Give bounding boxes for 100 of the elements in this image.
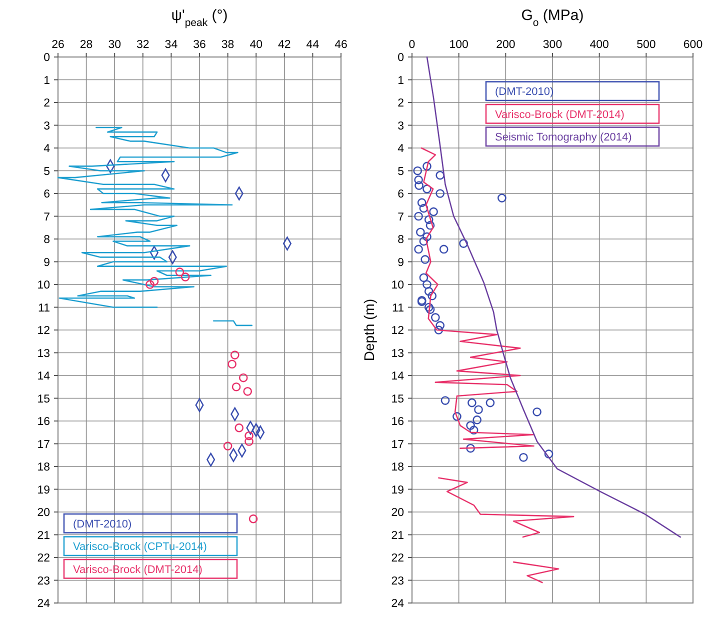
- point: [472, 415, 482, 424]
- point: [532, 407, 542, 416]
- y-tick-label: 18: [391, 462, 404, 474]
- y-tick-label: 10: [391, 280, 404, 292]
- y-tick-label: 15: [391, 393, 404, 406]
- y-tick-label: 0: [44, 52, 50, 64]
- text: Varisco-Brock (CPTu-2014): [73, 541, 207, 554]
- x-tick-label: 42: [278, 39, 291, 51]
- point: [459, 239, 468, 248]
- point: [243, 386, 252, 396]
- y-tick-label: 20: [391, 507, 404, 519]
- y-tick-label: 12: [391, 325, 404, 337]
- point: [426, 220, 435, 230]
- y-tick-label: 4: [44, 143, 51, 155]
- y-tick-label: 3: [44, 120, 50, 132]
- y-tick-label: 2: [44, 98, 50, 110]
- y-tick-label: 12: [37, 325, 50, 337]
- point: [223, 442, 232, 450]
- y-tick-label: 19: [391, 484, 404, 496]
- x-tick-label: 400: [590, 39, 609, 51]
- y-tick-label: 1: [44, 74, 50, 87]
- point: [234, 423, 244, 432]
- x-tick-label: 600: [683, 39, 703, 51]
- y-tick-label: 0: [398, 52, 404, 64]
- point: [474, 405, 483, 414]
- y-tick-label: 5: [398, 166, 404, 178]
- point: [424, 302, 434, 312]
- y-tick-label: 11: [392, 302, 404, 314]
- y-tick-label: 1: [398, 74, 404, 87]
- y-tick-label: 21: [391, 530, 404, 542]
- x-tick-label: 36: [193, 39, 206, 51]
- point: [422, 232, 432, 242]
- y-tick-label: 9: [44, 256, 50, 269]
- y-tick-label: 14: [391, 370, 405, 382]
- line-series: [426, 56, 682, 538]
- point: [175, 268, 184, 276]
- point: [244, 431, 254, 440]
- x-tick-label: 0: [408, 39, 416, 51]
- y-tick-label: 16: [37, 416, 50, 428]
- point: [228, 360, 236, 369]
- point: [440, 396, 450, 405]
- point: [150, 276, 159, 286]
- point: [422, 184, 432, 194]
- point: [544, 450, 554, 458]
- point: [416, 228, 425, 237]
- x-tick-label: 28: [80, 39, 93, 51]
- point: [424, 286, 434, 296]
- point: [452, 412, 462, 421]
- point: [413, 166, 422, 176]
- y-tick-label: 5: [44, 166, 50, 178]
- y-tick-label: 22: [37, 552, 50, 564]
- y-tick-label: 20: [37, 507, 50, 519]
- y-tick-label: 8: [398, 234, 404, 246]
- point: [232, 382, 241, 392]
- y-tick-label: 24: [37, 598, 51, 610]
- y-tick-label: 23: [391, 575, 404, 588]
- point: [419, 273, 428, 282]
- y-axis-title: Depth (m): [361, 298, 377, 362]
- y-tick-label: 23: [37, 575, 50, 588]
- point: [422, 280, 432, 289]
- point: [486, 398, 495, 408]
- point: [414, 244, 423, 254]
- x-axis-title: ψ'$_{peak}$ (°): [171, 7, 228, 29]
- point: [414, 175, 423, 184]
- y-tick-label: 19: [37, 484, 50, 496]
- point: [419, 204, 428, 213]
- y-tick-label: 15: [37, 393, 50, 406]
- x-tick-label: 46: [334, 39, 348, 51]
- y-tick-label: 6: [44, 188, 50, 200]
- x-tick-label: 500: [636, 39, 656, 51]
- point: [428, 291, 437, 300]
- y-tick-label: 9: [398, 256, 404, 269]
- x-tick-label: 32: [136, 39, 150, 51]
- y-tick-label: 7: [398, 211, 404, 224]
- x-tick-label: 200: [496, 39, 516, 51]
- point: [238, 373, 248, 382]
- point: [248, 514, 258, 524]
- point: [422, 162, 432, 171]
- y-tick-label: 16: [391, 416, 404, 428]
- y-tick-label: 13: [391, 348, 404, 360]
- y-tick-label: 10: [37, 280, 50, 292]
- point: [439, 244, 448, 254]
- point: [497, 194, 506, 202]
- x-tick-label: 40: [250, 39, 262, 51]
- point: [419, 236, 428, 246]
- y-tick-label: 2: [398, 98, 404, 110]
- point: [420, 255, 430, 264]
- point: [466, 421, 475, 430]
- y-tick-label: 7: [44, 211, 50, 224]
- point: [468, 398, 476, 408]
- point: [417, 198, 426, 208]
- y-tick-label: 17: [37, 438, 50, 451]
- y-tick-label: 17: [391, 438, 404, 451]
- point: [244, 437, 254, 446]
- y-tick-label: 14: [37, 370, 51, 382]
- y-tick-label: 22: [391, 552, 404, 564]
- point: [426, 305, 435, 314]
- y-tick-label: 4: [398, 143, 405, 155]
- point: [146, 280, 154, 289]
- point: [180, 272, 190, 282]
